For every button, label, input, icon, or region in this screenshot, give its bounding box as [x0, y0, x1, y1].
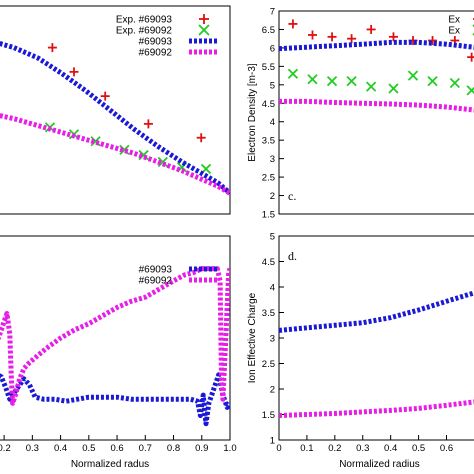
- x-tick-label: 0.8: [167, 443, 180, 454]
- plus-marker-exp-69093: [288, 19, 298, 29]
- panel-top-right: 1.5 2 2.5 3 3.5 4 4.5 5 5.5 6 6.5 7 Electron Density…: [247, 7, 474, 221]
- legend-label: #69092: [139, 276, 173, 287]
- x-marker-exp-69092: [326, 75, 338, 87]
- plot-frame: [278, 10, 474, 215]
- panel-label: c.: [288, 189, 296, 203]
- y-axis-label: Ion Effective Charge: [247, 292, 258, 383]
- series-line-69092: [0, 113, 230, 196]
- x-marker-exp-69092: [407, 70, 419, 81]
- x-tick-label: 0.2: [328, 443, 341, 454]
- x-marker-exp-69092: [388, 83, 399, 94]
- data-layer: [279, 19, 474, 113]
- legend-label: Exp. #69092: [116, 26, 173, 37]
- x-tick-label: 0.6: [440, 443, 453, 454]
- plus-marker-exp-69093: [143, 119, 153, 129]
- x-tick-label: 1.0: [223, 443, 236, 454]
- y-tick-label: 3: [270, 154, 275, 165]
- panel-label: d.: [288, 249, 297, 263]
- plus-marker-exp-69093: [347, 34, 357, 44]
- panel-bottom-right: 1 1.5 2 2.5 3 3.5 4 4.5 5 0 0.1 0.2 0.3 0.4 0.5 0.6 Norm…: [247, 232, 474, 470]
- x-tick-label: 0.4: [54, 443, 67, 454]
- y-axis-label: Electron Density [m-3]: [247, 63, 258, 162]
- x-axis-label: Normalized radus: [71, 459, 149, 470]
- x-tick-label: 0.4: [384, 443, 397, 454]
- plus-marker-exp-69093: [308, 30, 317, 40]
- plus-marker-exp-69093: [388, 32, 398, 42]
- y-tick-label: 3.5: [262, 308, 275, 319]
- x-tick-label: 0.5: [82, 443, 95, 454]
- plus-marker-exp-69093: [69, 67, 79, 77]
- y-tick-label: 4.5: [262, 257, 275, 268]
- legend-label: #69093: [139, 37, 173, 48]
- legend-label: #69092: [139, 48, 173, 59]
- y-tick-label: 5: [270, 80, 275, 91]
- y-tick-label: 1.5: [262, 210, 275, 221]
- series-line-69093: [0, 372, 230, 427]
- legend-label: Exp. #69093: [116, 15, 173, 26]
- x-marker-exp-69092: [427, 75, 438, 87]
- plus-marker-exp-69093: [196, 133, 206, 143]
- x-marker-exp-69092: [449, 77, 461, 89]
- plot-frame: [0, 235, 231, 441]
- plus-marker-exp-69093: [100, 91, 110, 101]
- y-tick-label: 5.5: [262, 62, 275, 73]
- x-tick-label: 0.3: [26, 443, 39, 454]
- x-tick-label: 0.1: [300, 443, 313, 454]
- y-tick-label: 5: [270, 232, 275, 243]
- series-line-69093: [279, 39, 474, 52]
- x-tick-label: 0: [276, 443, 281, 454]
- x-tick-label: 0.7: [139, 443, 152, 454]
- data-layer: [0, 40, 230, 196]
- data-layer: [279, 290, 474, 418]
- legend-label: Ex: [448, 26, 460, 37]
- plus-marker-exp-69093: [47, 43, 57, 53]
- y-tick-label: 1: [270, 436, 275, 447]
- y-tick-label: 2: [270, 385, 275, 396]
- y-tick-label: 4: [270, 117, 275, 128]
- series-line-69093: [0, 40, 230, 196]
- plus-marker-exp-69093: [467, 52, 474, 62]
- series-line-69092: [279, 399, 474, 418]
- panel-bottom-left: 0.2 0.3 0.4 0.5 0.6 0.7 0.8 0.9 1.0 Normalized ra…: [0, 235, 237, 470]
- plus-marker-exp-69093: [327, 32, 337, 42]
- x-marker-exp-69092: [466, 85, 474, 96]
- y-tick-label: 2.5: [262, 173, 275, 184]
- x-marker-exp-69092: [365, 81, 377, 92]
- y-tick-label: 4.5: [262, 99, 275, 110]
- series-line-69093: [279, 290, 474, 333]
- legend-label: Ex: [448, 15, 460, 26]
- x-marker-exp-69092: [287, 68, 299, 79]
- y-tick-label: 6: [270, 43, 275, 54]
- y-tick-label: 3: [270, 334, 275, 345]
- x-tick-label: 0.5: [412, 443, 425, 454]
- plus-marker-exp-69093: [428, 36, 438, 46]
- x-tick-label: 0.3: [356, 443, 369, 454]
- plus-marker-exp-69093: [366, 24, 376, 34]
- legend-label: #69093: [139, 265, 173, 276]
- y-tick-label: 2.5: [262, 359, 275, 370]
- y-tick-label: 3.5: [262, 136, 275, 147]
- legend-key-x: [198, 24, 210, 36]
- legend: #69093#69092: [139, 265, 219, 287]
- x-tick-label: 0.6: [110, 443, 123, 454]
- data-layer: [0, 266, 230, 427]
- plot-frame: [0, 5, 231, 215]
- y-tick-label: 7: [270, 7, 275, 18]
- x-marker-exp-69092: [307, 74, 318, 85]
- y-tick-label: 1.5: [262, 410, 275, 421]
- y-tick-label: 6.5: [262, 25, 275, 36]
- y-tick-label: 4: [270, 283, 275, 294]
- series-line-69092: [279, 98, 474, 113]
- x-tick-label: 0.2: [0, 443, 11, 454]
- x-tick-label: 0.9: [195, 443, 208, 454]
- series-line-69092: [0, 266, 230, 406]
- x-axis-label: Normalized radius: [339, 459, 420, 470]
- y-tick-label: 2: [270, 191, 275, 202]
- x-marker-exp-69092: [346, 75, 357, 87]
